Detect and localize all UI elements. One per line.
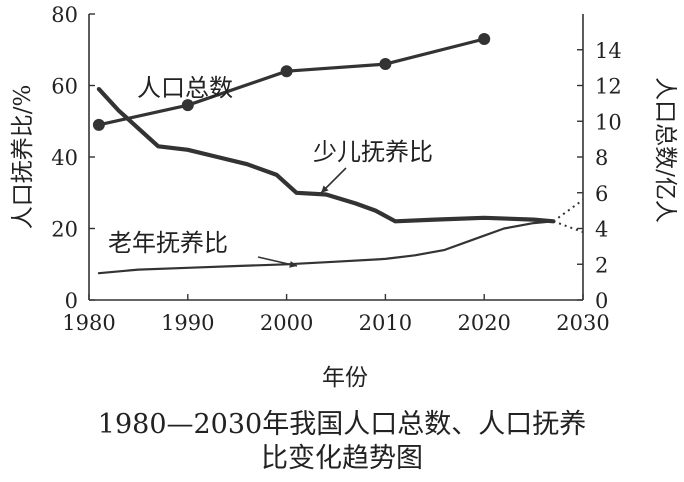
y-right-tick-label: 10 [595, 110, 622, 134]
y-left-tick-label: 0 [65, 289, 78, 313]
x-tick-label: 1980 [62, 311, 115, 335]
y-left-tick-label: 40 [51, 146, 78, 170]
data-point [280, 65, 293, 78]
y-left-tick-label: 80 [51, 3, 78, 27]
chart-caption-line-2: 比变化趋势图 [261, 443, 423, 474]
y-right-axis-title: 人口总数/亿人 [652, 77, 678, 223]
series-line [97, 220, 555, 275]
population-chart: 1980 1990 2000 2010 2020 20300204060800246810… [10, 3, 678, 391]
series-label-total-population: 人口总数 [137, 74, 233, 102]
series-label-child-ratio: 少儿抚养比 [313, 138, 433, 166]
x-tick-label: 2030 [556, 311, 609, 335]
y-left-tick-label: 20 [51, 218, 78, 242]
data-point [478, 33, 491, 46]
child-ratio-arrow-head [321, 185, 329, 193]
y-left-axis-title: 人口抚养比/% [10, 85, 36, 230]
series-projection [552, 199, 584, 223]
data-point [379, 58, 392, 71]
y-right-tick-label: 14 [595, 39, 622, 63]
elderly-ratio-arrow-head [289, 260, 297, 268]
data-point [92, 118, 105, 131]
series-projection [553, 220, 584, 234]
y-right-tick-label: 12 [595, 75, 622, 99]
x-tick-label: 1990 [161, 311, 214, 335]
x-tick-label: 2000 [260, 311, 313, 335]
y-right-tick-label: 6 [595, 182, 608, 206]
chart-caption-line-1: 1980—2030年我国人口总数、人口抚养 [97, 409, 587, 440]
y-right-tick-label: 0 [595, 289, 608, 313]
x-tick-label: 2010 [359, 311, 412, 335]
y-right-tick-label: 8 [595, 146, 608, 170]
data-point [181, 99, 194, 112]
x-tick-label: 2020 [457, 311, 510, 335]
chart-series [92, 33, 584, 275]
y-right-tick-label: 4 [595, 218, 608, 242]
y-right-tick-label: 2 [595, 253, 608, 277]
series-line [96, 86, 556, 224]
chart-axes: 1980 1990 2000 2010 2020 20300204060800246810… [10, 3, 678, 391]
x-axis-title: 年份 [322, 365, 368, 391]
series-label-elderly-ratio: 老年抚养比 [108, 229, 228, 257]
y-left-tick-label: 60 [51, 75, 78, 99]
